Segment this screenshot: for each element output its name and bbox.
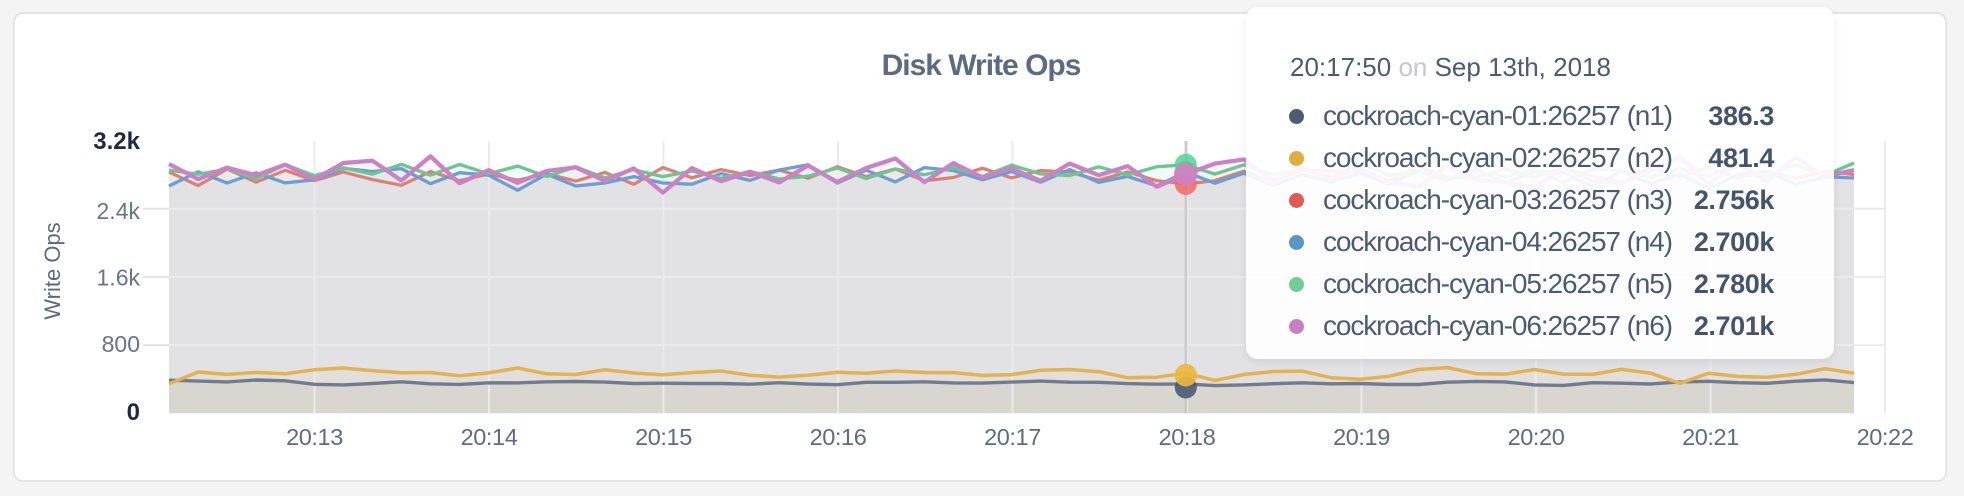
svg-text:20:17: 20:17 <box>984 424 1041 450</box>
svg-text:20:13: 20:13 <box>286 424 343 450</box>
svg-text:20:18: 20:18 <box>1159 424 1216 450</box>
svg-text:0: 0 <box>127 399 140 426</box>
svg-text:20:20: 20:20 <box>1508 424 1565 450</box>
svg-text:Disk Write Ops: Disk Write Ops <box>882 49 1081 82</box>
svg-text:20:19: 20:19 <box>1333 424 1390 450</box>
svg-text:20:16: 20:16 <box>810 424 867 450</box>
svg-text:Write Ops: Write Ops <box>40 222 65 319</box>
svg-text:1.6k: 1.6k <box>97 265 141 291</box>
svg-text:20:14: 20:14 <box>461 424 518 450</box>
svg-text:800: 800 <box>102 331 140 357</box>
svg-text:20:22: 20:22 <box>1857 424 1914 450</box>
svg-text:20:21: 20:21 <box>1682 424 1739 450</box>
svg-text:3.2k: 3.2k <box>93 128 140 155</box>
svg-text:2.4k: 2.4k <box>97 198 141 224</box>
svg-text:20:15: 20:15 <box>635 424 692 450</box>
